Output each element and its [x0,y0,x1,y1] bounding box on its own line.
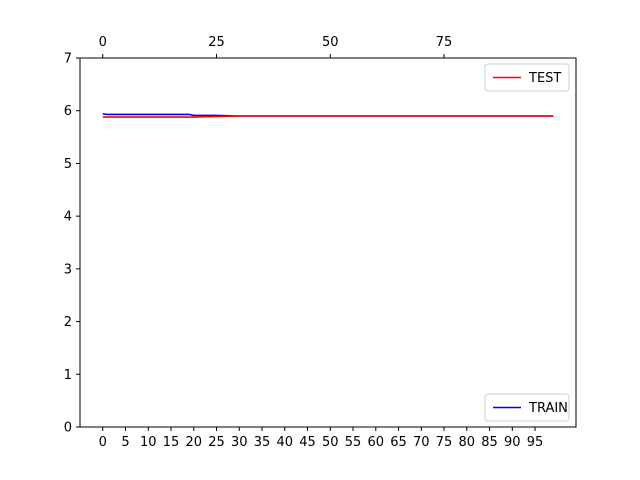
top-x-tick-label: 75 [436,35,453,50]
series-line-test [102,115,554,118]
legend-label: TEST [528,71,561,86]
x-tick-label: 0 [99,435,107,450]
series-layer [102,113,554,118]
plot-area-frame [79,57,577,428]
legend-train: TRAIN [484,393,570,422]
top-x-tick-label: 0 [99,35,107,50]
x-tick-label: 80 [459,435,476,450]
legends: TRAIN TEST [484,63,570,422]
legend-box [484,393,570,422]
y-tick-label: 6 [64,104,72,119]
top-x-tick-label: 25 [208,35,225,50]
x-tick-label: 30 [231,435,248,450]
x-tick-label: 70 [413,435,430,450]
y-tick-label: 5 [64,157,72,172]
y-tick-label: 3 [64,262,72,277]
x-tick-label: 20 [185,435,202,450]
x-tick-label: 40 [276,435,293,450]
y-tick-label: 4 [64,210,72,225]
x-axis-bottom: 0 5 10 15 20 25 30 35 40 45 50 55 60 65 70 75 80 85 90 95 [99,427,544,450]
legend-label: TRAIN [528,401,568,416]
y-tick-label: 7 [64,52,72,67]
x-tick-label: 25 [208,435,225,450]
y-tick-label: 1 [64,368,72,383]
y-axis: 0 1 2 3 4 5 6 7 [64,52,80,436]
x-tick-label: 5 [121,435,129,450]
x-tick-label: 10 [140,435,157,450]
x-tick-label: 85 [481,435,498,450]
x-axis-top: 0 25 50 75 [99,35,453,58]
x-tick-label: 60 [368,435,385,450]
x-tick-label: 75 [436,435,453,450]
x-tick-label: 55 [345,435,362,450]
y-tick-label: 0 [64,421,72,436]
legend-test: TEST [484,63,570,92]
top-x-tick-label: 50 [322,35,339,50]
legend-box [484,63,570,92]
y-tick-label: 2 [64,315,72,330]
x-tick-label: 35 [254,435,271,450]
x-tick-label: 90 [504,435,521,450]
x-tick-label: 45 [299,435,316,450]
x-tick-label: 50 [322,435,339,450]
x-tick-label: 95 [527,435,544,450]
x-tick-label: 65 [390,435,407,450]
x-tick-label: 15 [163,435,180,450]
